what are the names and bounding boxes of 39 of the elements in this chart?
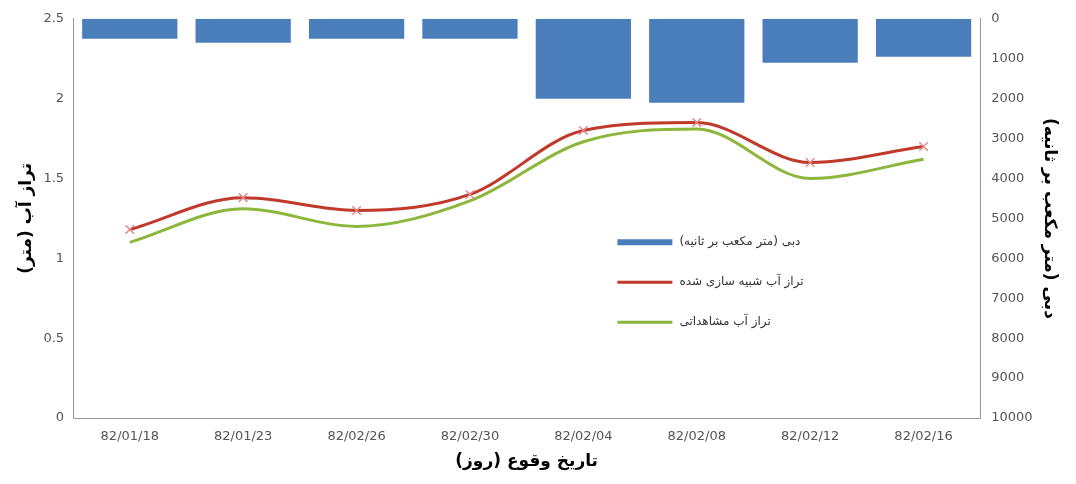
- y2-tick-label: 3000: [991, 129, 1025, 145]
- legend-label: تراز آب شبیه سازی شده: [679, 273, 804, 290]
- y2-tick-label: 8000: [991, 329, 1025, 345]
- x-tick-label: 82/02/16: [894, 428, 953, 444]
- y2-tick-label: 10000: [991, 409, 1033, 425]
- bar: [82, 18, 178, 39]
- bar: [875, 18, 972, 57]
- x-tick-label: 82/01/23: [213, 428, 273, 444]
- bar: [308, 18, 405, 39]
- bar: [649, 18, 745, 103]
- y-axis-title: تراز آب (متر): [13, 162, 36, 274]
- y2-tick-label: 5000: [991, 209, 1025, 225]
- y2-tick-label: 6000: [991, 249, 1025, 265]
- y-tick-label: 0.5: [43, 329, 65, 345]
- y-tick-label: 0: [55, 409, 65, 425]
- y-tick-label: 2: [55, 90, 65, 106]
- x-tick-label: 82/02/12: [780, 428, 840, 444]
- legend-label: تراز آب مشاهداتی: [679, 313, 771, 330]
- y2-tick-label: 4000: [991, 169, 1025, 185]
- x-tick-label: 82/02/26: [327, 428, 386, 444]
- x-tick-label: 82/02/30: [440, 428, 500, 444]
- y-tick-label: 1.5: [43, 169, 65, 185]
- y2-axis-title: دبی (متر مکعب بر ثانیه): [1040, 117, 1062, 320]
- bar: [535, 18, 631, 99]
- y-tick-label: 1: [55, 249, 65, 265]
- y2-tick-label: 2000: [991, 90, 1025, 106]
- x-tick-label: 82/02/04: [554, 428, 613, 444]
- y-tick-label: 2.5: [43, 10, 65, 26]
- y2-tick-label: 7000: [991, 289, 1025, 305]
- x-tick-label: 82/01/18: [100, 428, 159, 444]
- bar: [762, 18, 858, 63]
- y2-tick-label: 0: [991, 10, 1000, 26]
- legend-label: دبی (متر مکعب بر ثانیه): [679, 234, 801, 250]
- bar: [195, 18, 291, 43]
- bar: [422, 18, 518, 39]
- y2-tick-label: 1000: [991, 50, 1025, 66]
- x-axis-title: تاریخ وقوع (روز): [455, 450, 598, 472]
- y2-tick-label: 9000: [991, 369, 1025, 385]
- x-tick-label: 82/02/08: [667, 428, 726, 444]
